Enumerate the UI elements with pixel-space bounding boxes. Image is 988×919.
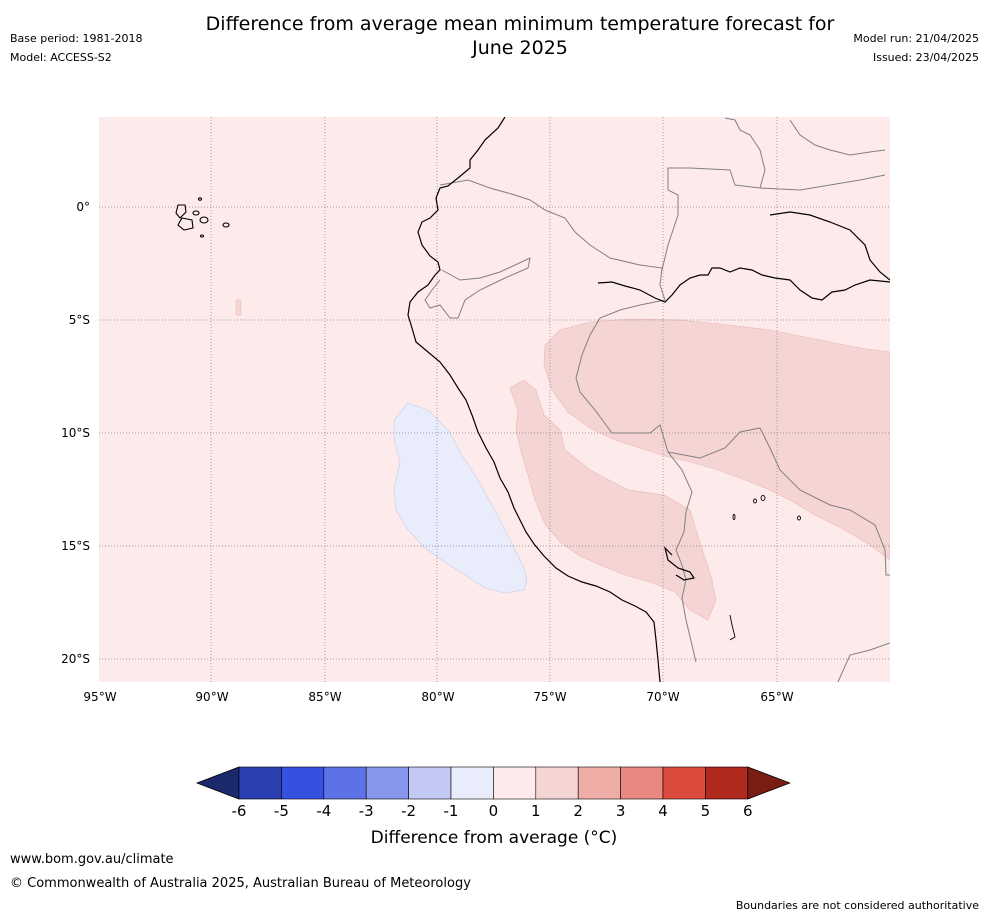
lon-label-2: 85°W	[308, 690, 341, 704]
footer-note: Boundaries are not considered authoritat…	[735, 899, 979, 912]
title-line-2: June 2025	[472, 37, 568, 59]
lat-label-3: 15°S	[61, 539, 90, 553]
colorbar-tick-label: -4	[316, 802, 331, 820]
colorbar	[195, 766, 791, 800]
colorbar-segment	[662, 766, 706, 800]
lon-label-0: 95°W	[83, 690, 116, 704]
warm-anomaly-coastal	[509, 379, 717, 621]
small-lakes	[729, 495, 801, 641]
colorbar-extend-high	[747, 766, 791, 800]
colorbar-segment	[323, 766, 367, 800]
colorbar-ticks: -6 -5 -4 -3 -2 -1 0 1 2 3 4 5 6	[232, 802, 753, 820]
lat-label-2: 10°S	[61, 426, 90, 440]
issued-date: Issued: 23/04/2025	[872, 51, 979, 64]
warm-anomaly-interior	[543, 318, 890, 561]
colorbar-segment	[535, 766, 579, 800]
colorbar-tick-label: 4	[658, 802, 668, 820]
colorbar-segment	[450, 766, 494, 800]
lon-label-6: 65°W	[760, 690, 793, 704]
latitude-labels: 0° 5°S 10°S 15°S 20°S	[61, 200, 90, 666]
colorbar-segment	[493, 766, 537, 800]
colorbar-tick-label: 0	[489, 802, 499, 820]
meta-right: Model run: 21/04/2025 Issued: 23/04/2025	[853, 32, 979, 70]
longitude-labels: 95°W 90°W 85°W 80°W 75°W 70°W 65°W	[83, 690, 793, 704]
footer-url[interactable]: www.bom.gov.au/climate	[10, 852, 174, 867]
colorbar-extend-low	[195, 766, 240, 800]
model-run: Model run: 21/04/2025	[853, 32, 979, 45]
lon-label-3: 80°W	[421, 690, 454, 704]
country-borders	[424, 117, 890, 682]
lat-label-1: 5°S	[69, 313, 90, 327]
colorbar-tick-label: -5	[274, 802, 289, 820]
lon-label-1: 90°W	[195, 690, 228, 704]
colorbar-segment	[577, 766, 621, 800]
colorbar-segment	[705, 766, 749, 800]
colorbar-tick-label: -3	[359, 802, 374, 820]
model-name: Model: ACCESS-S2	[10, 51, 112, 64]
base-period: Base period: 1981-2018	[10, 32, 143, 45]
colorbar-tick-label: 2	[573, 802, 583, 820]
lon-label-5: 70°W	[646, 690, 679, 704]
colorbar-tick-label: 1	[531, 802, 541, 820]
colorbar-tick-label: 6	[743, 802, 753, 820]
coastline	[407, 117, 890, 682]
colorbar-segment	[408, 766, 452, 800]
colorbar-segment	[620, 766, 664, 800]
colorbar-tick-label: -6	[232, 802, 247, 820]
footer-copyright: © Commonwealth of Australia 2025, Austra…	[10, 876, 471, 891]
lon-label-4: 75°W	[533, 690, 566, 704]
lat-label-0: 0°	[76, 200, 90, 214]
map-title: Difference from average mean minimum tem…	[120, 12, 920, 60]
colorbar-segment	[281, 766, 325, 800]
colorbar-segment	[238, 766, 282, 800]
colorbar-tick-label: -1	[444, 802, 459, 820]
colorbar-segment	[365, 766, 409, 800]
small-warm-patch	[235, 299, 242, 316]
galapagos-islands	[175, 197, 230, 238]
gridlines	[99, 117, 890, 682]
lat-label-4: 20°S	[61, 652, 90, 666]
title-line-1: Difference from average mean minimum tem…	[205, 13, 835, 35]
meta-left: Base period: 1981-2018 Model: ACCESS-S2	[10, 32, 142, 70]
colorbar-tick-label: 3	[616, 802, 626, 820]
cool-anomaly-region	[393, 402, 528, 594]
colorbar-tick-label: 5	[701, 802, 711, 820]
colorbar-tick-label: -2	[401, 802, 416, 820]
colorbar-title: Difference from average (°C)	[370, 828, 618, 848]
